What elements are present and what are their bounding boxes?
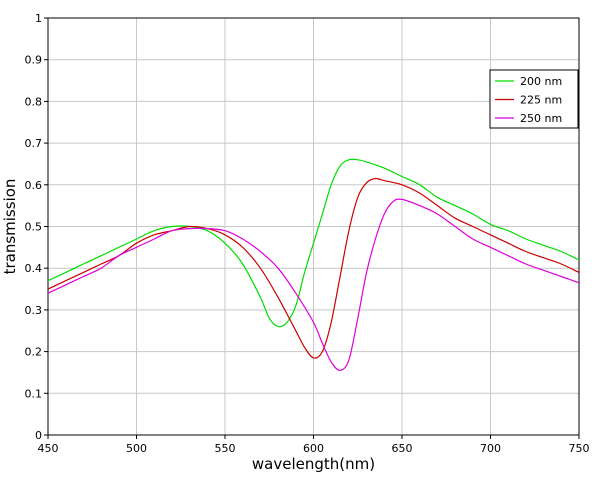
y-tick-label: 0.3 xyxy=(25,304,43,317)
x-axis-label: wavelength(nm) xyxy=(252,455,375,473)
x-tick-label: 750 xyxy=(569,442,590,455)
y-axis-label: transmission xyxy=(1,179,19,275)
x-tick-label: 500 xyxy=(126,442,147,455)
legend-label: 225 nm xyxy=(520,94,562,107)
x-tick-label: 700 xyxy=(480,442,501,455)
y-tick-label: 0.4 xyxy=(25,262,43,275)
y-tick-label: 0.9 xyxy=(25,54,43,67)
y-tick-label: 0.8 xyxy=(25,95,43,108)
legend-label: 200 nm xyxy=(520,75,562,88)
x-tick-label: 550 xyxy=(215,442,236,455)
y-tick-label: 0.5 xyxy=(25,221,43,234)
y-tick-label: 0 xyxy=(35,429,42,442)
x-tick-label: 600 xyxy=(303,442,324,455)
legend-label: 250 nm xyxy=(520,112,562,125)
x-tick-label: 450 xyxy=(38,442,59,455)
x-tick-label: 650 xyxy=(392,442,413,455)
y-tick-label: 0.7 xyxy=(25,137,43,150)
y-tick-label: 0.6 xyxy=(25,179,43,192)
y-tick-label: 0.2 xyxy=(25,346,43,359)
legend: 200 nm 225 nm 250 nm xyxy=(490,70,578,128)
y-tick-label: 1 xyxy=(35,12,42,25)
y-tick-label: 0.1 xyxy=(25,387,43,400)
